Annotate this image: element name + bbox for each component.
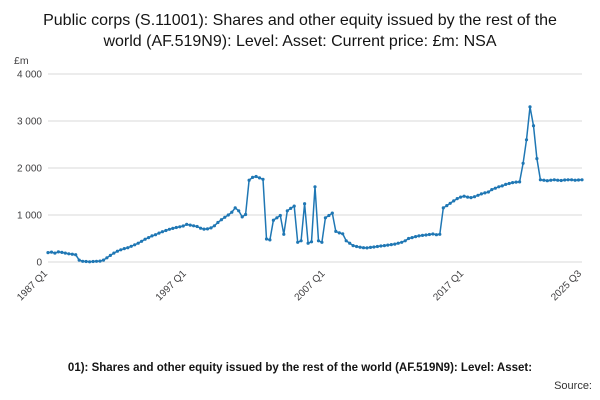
svg-text:2007 Q1: 2007 Q1 — [293, 268, 328, 303]
svg-text:2 000: 2 000 — [17, 164, 42, 175]
svg-text:0: 0 — [36, 258, 42, 269]
svg-text:2025 Q3: 2025 Q3 — [549, 268, 584, 303]
chart-area: £m 0 1 000 2 000 3 000 4 000 1987 Q1 1997 Q1 200… — [0, 54, 600, 312]
svg-text:1 000: 1 000 — [17, 211, 42, 222]
y-axis-unit-label: £m — [14, 55, 29, 67]
svg-text:2017 Q1: 2017 Q1 — [431, 268, 466, 303]
svg-text:1987 Q1: 1987 Q1 — [15, 268, 50, 303]
x-axis-labels: 1987 Q1 1997 Q1 2007 Q1 2017 Q1 2025 Q3 — [15, 268, 584, 303]
svg-text:3 000: 3 000 — [17, 117, 42, 128]
gridlines: 0 1 000 2 000 3 000 4 000 — [17, 70, 582, 269]
svg-text:4 000: 4 000 — [17, 70, 42, 81]
data-series-markers — [46, 105, 584, 264]
svg-text:1997 Q1: 1997 Q1 — [154, 268, 189, 303]
line-chart: £m 0 1 000 2 000 3 000 4 000 1987 Q1 1997 Q1 200… — [14, 55, 584, 303]
source-label: Source: — [554, 380, 592, 392]
footer-caption: 01): Shares and other equity issued by t… — [67, 362, 533, 374]
chart-title: Public corps (S.11001): Shares and other… — [43, 12, 557, 51]
